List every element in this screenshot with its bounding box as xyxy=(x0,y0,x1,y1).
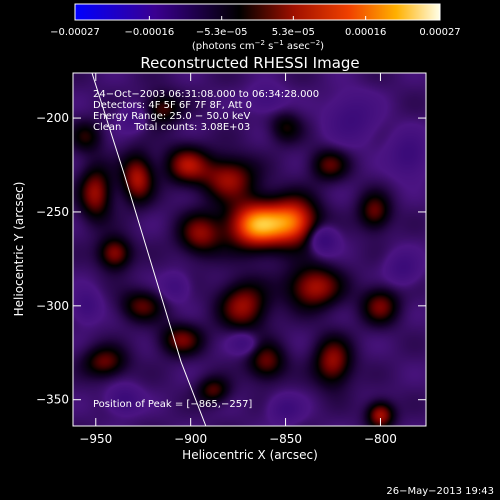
colorbar-unit-mid: s xyxy=(265,41,273,52)
colorbar-unit-sup1: −2 xyxy=(255,39,265,47)
chart-title: Reconstructed RHESSI Image xyxy=(140,54,359,72)
y-tick-label: −200 xyxy=(36,111,69,125)
y-axis-label: Heliocentric Y (arcsec) xyxy=(12,182,26,317)
colorbar-tick-label: 0.00027 xyxy=(419,27,460,38)
colorbar-unit: (photons cm−2 s−1 asec−2) xyxy=(192,39,324,52)
axis-ticks: −950 −900 −850 −800 −200 −250 −300 −350 xyxy=(36,73,426,446)
peak-position-label: Position of Peak = [−865,−257] xyxy=(93,399,252,410)
colorbar-tick-label: −0.00027 xyxy=(50,27,100,38)
colorbar-tick-label: −5.3e−05 xyxy=(196,27,248,38)
y-tick-label: −250 xyxy=(36,205,69,219)
colorbar-unit-main: (photons cm xyxy=(192,41,255,52)
colorbar-unit-end: ) xyxy=(320,41,324,52)
colorbar-tick-label: 5.3e−05 xyxy=(272,27,315,38)
plot-frame xyxy=(72,72,427,427)
heatmap-image xyxy=(73,73,426,426)
x-tick-label: −950 xyxy=(79,432,112,446)
colorbar-unit-mid2: asec xyxy=(284,41,310,52)
colorbar xyxy=(74,3,441,21)
y-tick-label: −300 xyxy=(36,299,69,313)
footer-timestamp: 26−May−2013 19:43 xyxy=(386,486,494,497)
colorbar-unit-sup2: −1 xyxy=(273,39,283,47)
info-block: 24−Oct−2003 06:31:08.000 to 06:34:28.000… xyxy=(93,89,319,133)
info-line-detectors: Detectors: 4F 5F 6F 7F 8F, Att 0 xyxy=(93,100,252,111)
x-tick-label: −900 xyxy=(174,432,207,446)
x-axis-label: Heliocentric X (arcsec) xyxy=(182,448,318,462)
colorbar-unit-sup3: −2 xyxy=(310,39,320,47)
x-tick-label: −850 xyxy=(269,432,302,446)
solar-limb-curve xyxy=(91,73,207,426)
colorbar-tick-label: 0.00016 xyxy=(345,27,386,38)
info-line-clean: Clean Total counts: 3.08E+03 xyxy=(93,122,250,133)
colorbar-ticks: −0.00027 −0.00016 −5.3e−05 5.3e−05 0.00016 0.… xyxy=(50,16,461,38)
colorbar-tick-label: −0.00016 xyxy=(124,27,174,38)
x-tick-label: −800 xyxy=(364,432,397,446)
y-tick-label: −350 xyxy=(36,393,69,407)
info-line-energy: Energy Range: 25.0 − 50.0 keV xyxy=(93,111,250,122)
info-line-time: 24−Oct−2003 06:31:08.000 to 06:34:28.000 xyxy=(93,89,319,100)
